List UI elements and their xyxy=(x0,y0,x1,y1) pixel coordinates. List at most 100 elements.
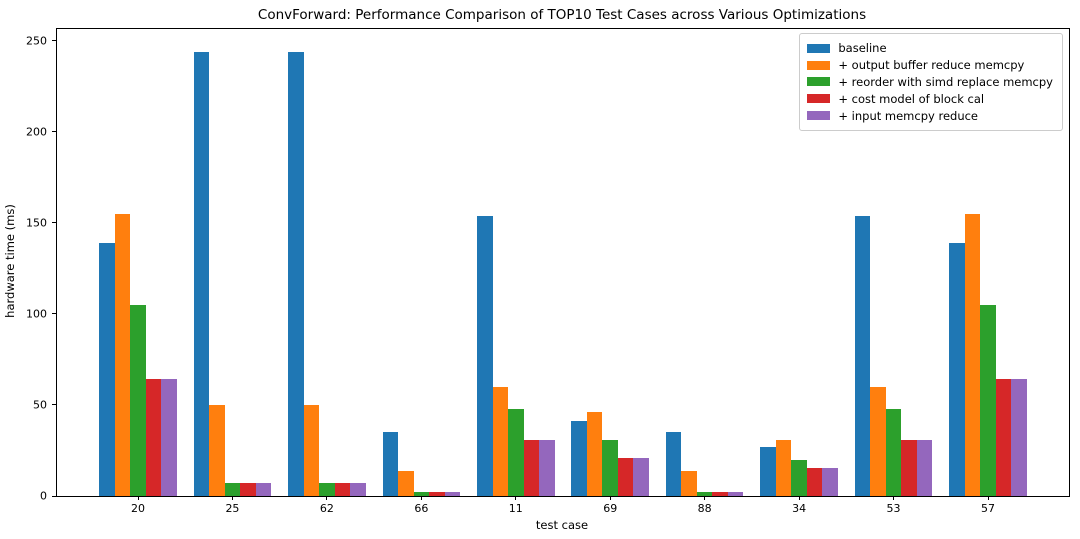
bar xyxy=(901,439,917,496)
legend-swatch-icon xyxy=(807,111,831,121)
bar xyxy=(775,439,792,496)
bar xyxy=(334,483,351,496)
x-tick-mark xyxy=(893,496,895,500)
bar xyxy=(492,386,509,496)
bar xyxy=(665,432,682,496)
legend-swatch-icon xyxy=(807,77,831,87)
bar xyxy=(885,408,902,496)
x-tick-label: 62 xyxy=(319,502,334,515)
bar xyxy=(822,467,838,496)
y-tick-mark xyxy=(52,495,56,497)
legend-row: baseline xyxy=(807,40,1053,57)
legend-swatch-icon xyxy=(807,43,831,53)
bar xyxy=(161,379,177,496)
bar xyxy=(398,470,414,496)
x-tick-mark xyxy=(137,496,139,500)
y-tick-mark xyxy=(52,404,56,406)
bar xyxy=(382,432,399,496)
y-axis-label: hardware time (ms) xyxy=(3,204,17,318)
bar xyxy=(617,457,634,496)
bar xyxy=(586,412,603,496)
x-tick-label: 11 xyxy=(508,502,523,515)
legend-swatch-icon xyxy=(807,60,831,70)
y-tick-label: 200 xyxy=(26,125,47,139)
bar xyxy=(319,483,335,496)
x-tick-mark xyxy=(326,496,328,500)
bar xyxy=(696,492,713,496)
x-tick-mark xyxy=(987,496,989,500)
x-tick-label: 88 xyxy=(697,502,712,515)
bar xyxy=(444,492,461,496)
x-tick-label: 69 xyxy=(603,502,618,515)
legend-label: baseline xyxy=(838,41,887,56)
bar xyxy=(633,457,649,496)
x-tick-label: 34 xyxy=(792,502,807,515)
bar xyxy=(413,492,430,496)
bar xyxy=(760,446,776,496)
bar xyxy=(145,379,162,496)
x-tick-mark xyxy=(609,496,611,500)
bar xyxy=(712,492,728,496)
bar xyxy=(209,404,225,496)
bar xyxy=(539,439,555,496)
y-tick-mark xyxy=(52,40,56,42)
legend-label: + reorder with simd replace memcpy xyxy=(838,74,1053,89)
y-tick-mark xyxy=(52,222,56,224)
bar xyxy=(288,51,304,496)
legend-swatch-icon xyxy=(807,94,831,104)
legend: baseline + output buffer reduce memcpy + r… xyxy=(799,33,1063,131)
bar xyxy=(240,483,256,496)
legend-row: + cost model of block cal xyxy=(807,90,1053,107)
x-tick-label: 53 xyxy=(886,502,901,515)
bar xyxy=(429,492,445,496)
legend-label: + output buffer reduce memcpy xyxy=(838,58,1025,73)
bar xyxy=(949,242,965,496)
bar xyxy=(508,408,524,496)
bar xyxy=(791,459,807,496)
bar xyxy=(916,439,933,496)
x-tick-mark xyxy=(231,496,233,500)
bar xyxy=(964,213,981,496)
bar xyxy=(854,215,871,496)
bar xyxy=(980,304,996,496)
bar xyxy=(995,379,1012,496)
bar xyxy=(130,304,146,496)
y-tick-mark xyxy=(52,313,56,315)
legend-row: + input memcpy reduce xyxy=(807,107,1053,124)
x-tick-label: 20 xyxy=(131,502,145,515)
y-tick-label: 50 xyxy=(33,398,47,412)
x-axis-label: test case xyxy=(535,518,589,532)
bar xyxy=(870,386,886,496)
bar xyxy=(523,439,540,496)
chart-title: ConvForward: Performance Comparison of T… xyxy=(257,7,867,23)
x-tick-label: 66 xyxy=(414,502,429,515)
legend-row: + reorder with simd replace memcpy xyxy=(807,74,1053,91)
bar xyxy=(350,483,366,496)
bar xyxy=(806,467,823,496)
y-tick-label: 100 xyxy=(26,307,47,321)
y-tick-label: 250 xyxy=(26,34,47,48)
x-tick-mark xyxy=(704,496,706,500)
bar xyxy=(1011,379,1027,496)
bar xyxy=(99,242,115,496)
bar xyxy=(303,404,320,496)
y-tick-mark xyxy=(52,131,56,133)
legend-row: + output buffer reduce memcpy xyxy=(807,57,1053,74)
bar xyxy=(681,470,697,496)
y-tick-label: 0 xyxy=(40,489,47,503)
legend-label: + cost model of block cal xyxy=(838,91,985,106)
legend-label: + input memcpy reduce xyxy=(838,108,979,123)
bar xyxy=(114,213,131,496)
bar xyxy=(255,483,272,496)
x-tick-label: 57 xyxy=(981,502,995,515)
x-tick-mark xyxy=(515,496,517,500)
bar xyxy=(727,492,744,496)
bar xyxy=(571,421,587,496)
x-tick-mark xyxy=(798,496,800,500)
bar xyxy=(193,51,210,496)
bar xyxy=(224,483,241,496)
x-tick-label: 25 xyxy=(225,502,240,515)
y-tick-label: 150 xyxy=(26,216,47,230)
bar xyxy=(477,215,493,496)
